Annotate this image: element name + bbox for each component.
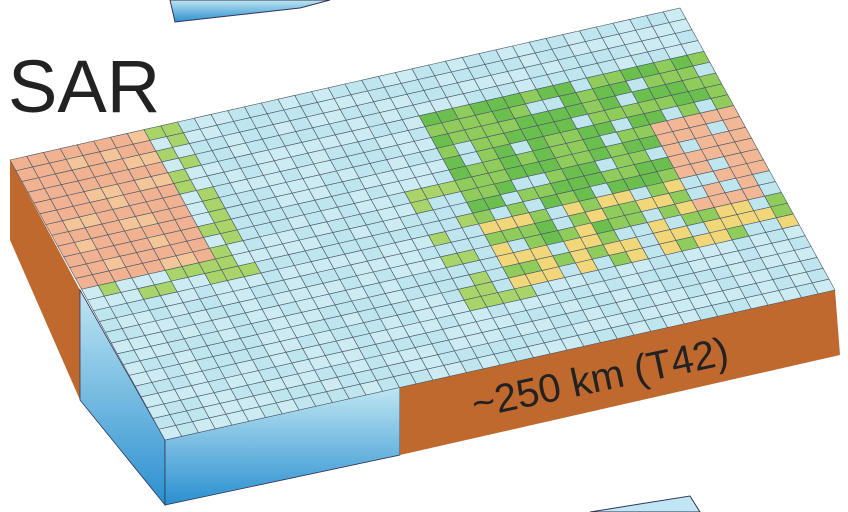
panel-label: SAR [8,45,160,128]
front-face-land [400,290,840,455]
side-face-land [10,160,80,400]
panel-fragment [169,0,331,23]
grid-cell [811,278,836,295]
panel-fragment [589,495,701,512]
grid-cells [9,7,836,441]
